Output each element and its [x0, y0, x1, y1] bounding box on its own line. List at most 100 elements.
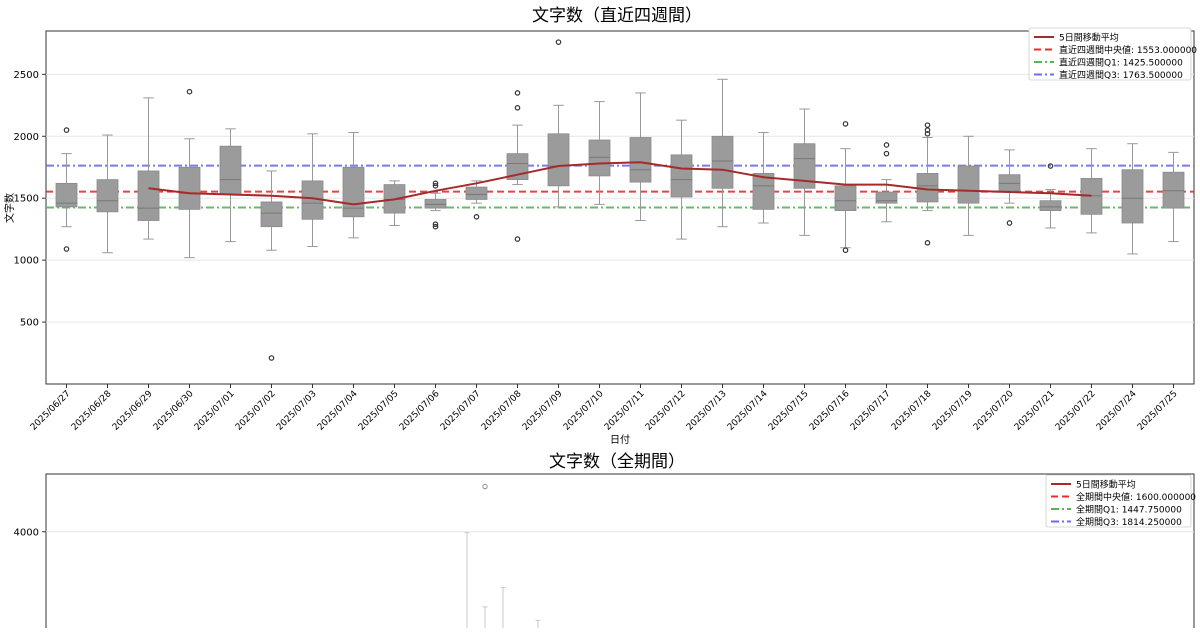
outlier-point — [473, 213, 480, 220]
box-2025/07/14 — [752, 132, 775, 224]
outlier-point — [63, 127, 70, 133]
outlier-point — [1047, 163, 1054, 169]
outlier-point — [924, 131, 931, 137]
x-tick-label: 2025/07/07 — [439, 389, 483, 433]
box-body — [465, 186, 488, 200]
box-body — [1162, 171, 1185, 209]
legend-label: 5日間移動平均 — [1076, 479, 1136, 491]
box-2025/07/17 — [875, 142, 898, 223]
box-body — [711, 135, 734, 189]
box-2025/07/02 — [260, 170, 283, 361]
x-tick-label: 2025/07/10 — [562, 389, 606, 433]
y-tick-label: 2500 — [14, 70, 39, 81]
x-tick-label: 2025/07/18 — [890, 389, 934, 433]
box-series-2 — [464, 483, 541, 628]
box-body — [260, 201, 283, 228]
x-tick-label: 2025/07/17 — [849, 389, 893, 433]
outlier-point — [842, 121, 849, 127]
legend-box-2 — [1045, 474, 1192, 528]
box-body — [1080, 177, 1103, 215]
moving-average-line — [148, 161, 1092, 206]
box-2025/06/30 — [178, 88, 201, 259]
x-tick-label: 2025/07/03 — [275, 389, 319, 433]
box-2025/07/03 — [301, 133, 324, 248]
box-2025/07/16 — [834, 121, 857, 254]
box-series — [55, 39, 1185, 361]
box-2025/07/19 — [957, 135, 980, 236]
box-2025/06/28 — [96, 134, 119, 254]
x-tick-label: 2025/07/22 — [1054, 389, 1098, 433]
box-body — [424, 199, 447, 209]
y-axis: 500 1000 1500 2000 2500 — [14, 70, 46, 329]
box-body — [670, 154, 693, 198]
box-2025/07/12 — [670, 119, 693, 240]
y-tick-label: 4000 — [14, 527, 39, 538]
y-tick-label: 500 — [20, 318, 39, 329]
legend-box — [1028, 27, 1192, 81]
box-body — [588, 139, 611, 177]
y-tick-label: 1500 — [14, 194, 39, 205]
x-tick-label: 2025/07/14 — [726, 389, 770, 433]
y-axis-2: 4000 — [14, 527, 46, 538]
x-tick-label: 2025/07/25 — [1136, 389, 1180, 433]
reference-lines — [46, 164, 1194, 209]
outlier-point — [432, 180, 439, 187]
box-2025/07/05 — [383, 180, 406, 226]
outlier-point — [432, 183, 439, 189]
box-2025/06/27 — [55, 127, 78, 252]
box-2025/07/04 — [342, 132, 365, 239]
box-body — [998, 174, 1021, 192]
x-tick-label: 2025/07/11 — [603, 389, 647, 433]
box-body — [752, 173, 775, 210]
x-tick-label: 2025/07/01 — [193, 389, 237, 433]
outlier-point — [555, 39, 562, 45]
recent-four-weeks-chart: 文字数（直近四週間） 500 1000 1500 2000 2500 2025/06/2… — [3, 6, 1197, 446]
outlier-point — [482, 483, 488, 490]
moving-average-series — [148, 161, 1092, 206]
outlier-point — [432, 221, 439, 228]
box-2025/07/25 — [1162, 151, 1185, 243]
x-tick-label: 2025/06/30 — [152, 389, 196, 433]
legend-label: 全期間Q3: 1814.250000 — [1076, 516, 1182, 528]
outlier-point — [1006, 220, 1013, 226]
box-2025/07/20 — [998, 149, 1021, 226]
x-axis-label: 日付 — [610, 433, 630, 446]
x-tick-label: 2025/07/15 — [767, 389, 811, 433]
box-body — [219, 145, 242, 195]
legend-label: 直近四週間Q1: 1425.500000 — [1059, 57, 1183, 69]
box-body — [834, 185, 857, 211]
box-body — [793, 143, 816, 189]
legend-label: 直近四週間中央値: 1553.000000 — [1059, 44, 1197, 56]
plot-area-2 — [45, 473, 1195, 632]
x-tick-label: 2025/07/05 — [357, 389, 401, 433]
legend-label: 5日間移動平均 — [1059, 32, 1119, 44]
outlier-point — [514, 104, 521, 111]
box-body — [96, 179, 119, 213]
box-body — [547, 133, 570, 187]
box-2025/07/22 — [1080, 148, 1103, 234]
x-tick-label: 2025/07/13 — [685, 389, 729, 433]
outlier-point — [883, 150, 890, 157]
x-tick-label: 2025/06/27 — [29, 389, 73, 433]
outlier-point — [842, 247, 849, 254]
x-tick-label: 2025/07/12 — [644, 389, 688, 433]
box-body — [1121, 169, 1144, 224]
box-2025/07/15 — [793, 108, 816, 236]
box-body — [178, 166, 201, 210]
box-2025/07/24 — [1121, 143, 1144, 255]
y-tick-label: 2000 — [14, 132, 39, 143]
x-tick-label: 2025/07/19 — [931, 389, 975, 433]
x-tick-label: 2025/07/06 — [398, 389, 442, 433]
outlier-point — [883, 142, 890, 148]
x-tick-label: 2025/06/29 — [111, 389, 155, 433]
outlier-point — [924, 240, 931, 246]
outlier-point — [432, 223, 439, 230]
box-2025/07/21 — [1039, 163, 1062, 229]
x-tick-label: 2025/07/16 — [808, 389, 852, 433]
box-2025/07/10 — [588, 101, 611, 205]
box-2025/07/08 — [506, 90, 529, 242]
box-2025/07/07 — [465, 180, 488, 220]
